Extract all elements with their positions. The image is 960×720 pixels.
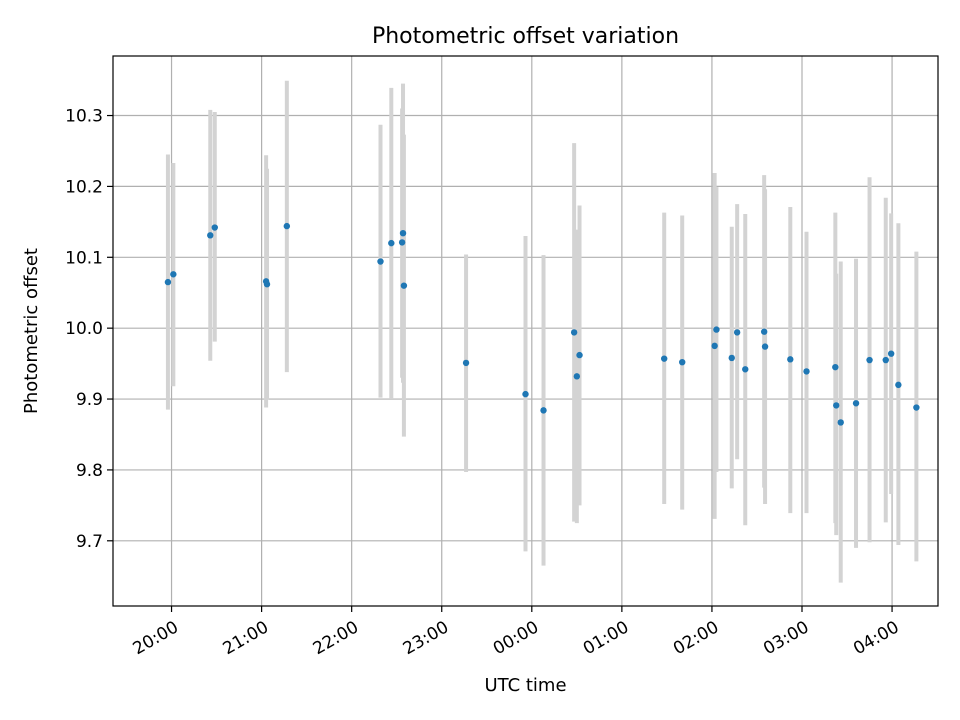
- data-point: [833, 402, 840, 409]
- data-point: [728, 354, 735, 362]
- data-point: [522, 390, 529, 398]
- y-tick-label: 10.3: [65, 107, 103, 127]
- data-point: [887, 350, 895, 357]
- y-tick-label: 10.2: [65, 177, 103, 197]
- data-point: [263, 281, 271, 288]
- data-point: [576, 351, 583, 359]
- data-point: [711, 342, 718, 350]
- data-point: [760, 328, 768, 335]
- y-tick-label: 9.9: [76, 390, 103, 410]
- data-point: [852, 400, 860, 407]
- data-point: [164, 278, 172, 286]
- y-tick-label: 10.1: [65, 248, 103, 268]
- data-point: [170, 271, 177, 278]
- data-point: [837, 419, 844, 426]
- data-point: [761, 343, 769, 350]
- data-point: [462, 359, 470, 367]
- data-point: [866, 356, 873, 364]
- data-point: [803, 368, 810, 375]
- data-point: [377, 258, 384, 265]
- data-point: [713, 326, 720, 333]
- data-point: [787, 356, 794, 363]
- data-point: [832, 363, 839, 371]
- y-tick-label: 9.8: [76, 461, 103, 481]
- data-point: [742, 366, 749, 373]
- chart-title: Photometric offset variation: [372, 24, 679, 49]
- data-point: [570, 329, 578, 336]
- data-point: [207, 232, 214, 239]
- data-point: [211, 224, 218, 231]
- data-point: [733, 329, 741, 336]
- x-axis-label: UTC time: [484, 675, 566, 696]
- data-point: [398, 239, 406, 246]
- data-point: [573, 373, 581, 380]
- y-tick-label: 10.0: [65, 319, 103, 339]
- data-point: [283, 222, 291, 230]
- y-tick-label: 9.7: [76, 532, 103, 552]
- data-point: [679, 358, 686, 366]
- y-axis-label: Photometric offset: [21, 248, 42, 414]
- plot-frame: [112, 55, 939, 607]
- data-point: [882, 356, 889, 364]
- data-point: [895, 381, 902, 389]
- data-point: [400, 282, 408, 289]
- data-point: [661, 355, 668, 362]
- data-point: [913, 404, 920, 411]
- data-points: [164, 222, 920, 426]
- data-point: [399, 229, 407, 237]
- data-point: [540, 407, 547, 414]
- data-point: [388, 239, 395, 247]
